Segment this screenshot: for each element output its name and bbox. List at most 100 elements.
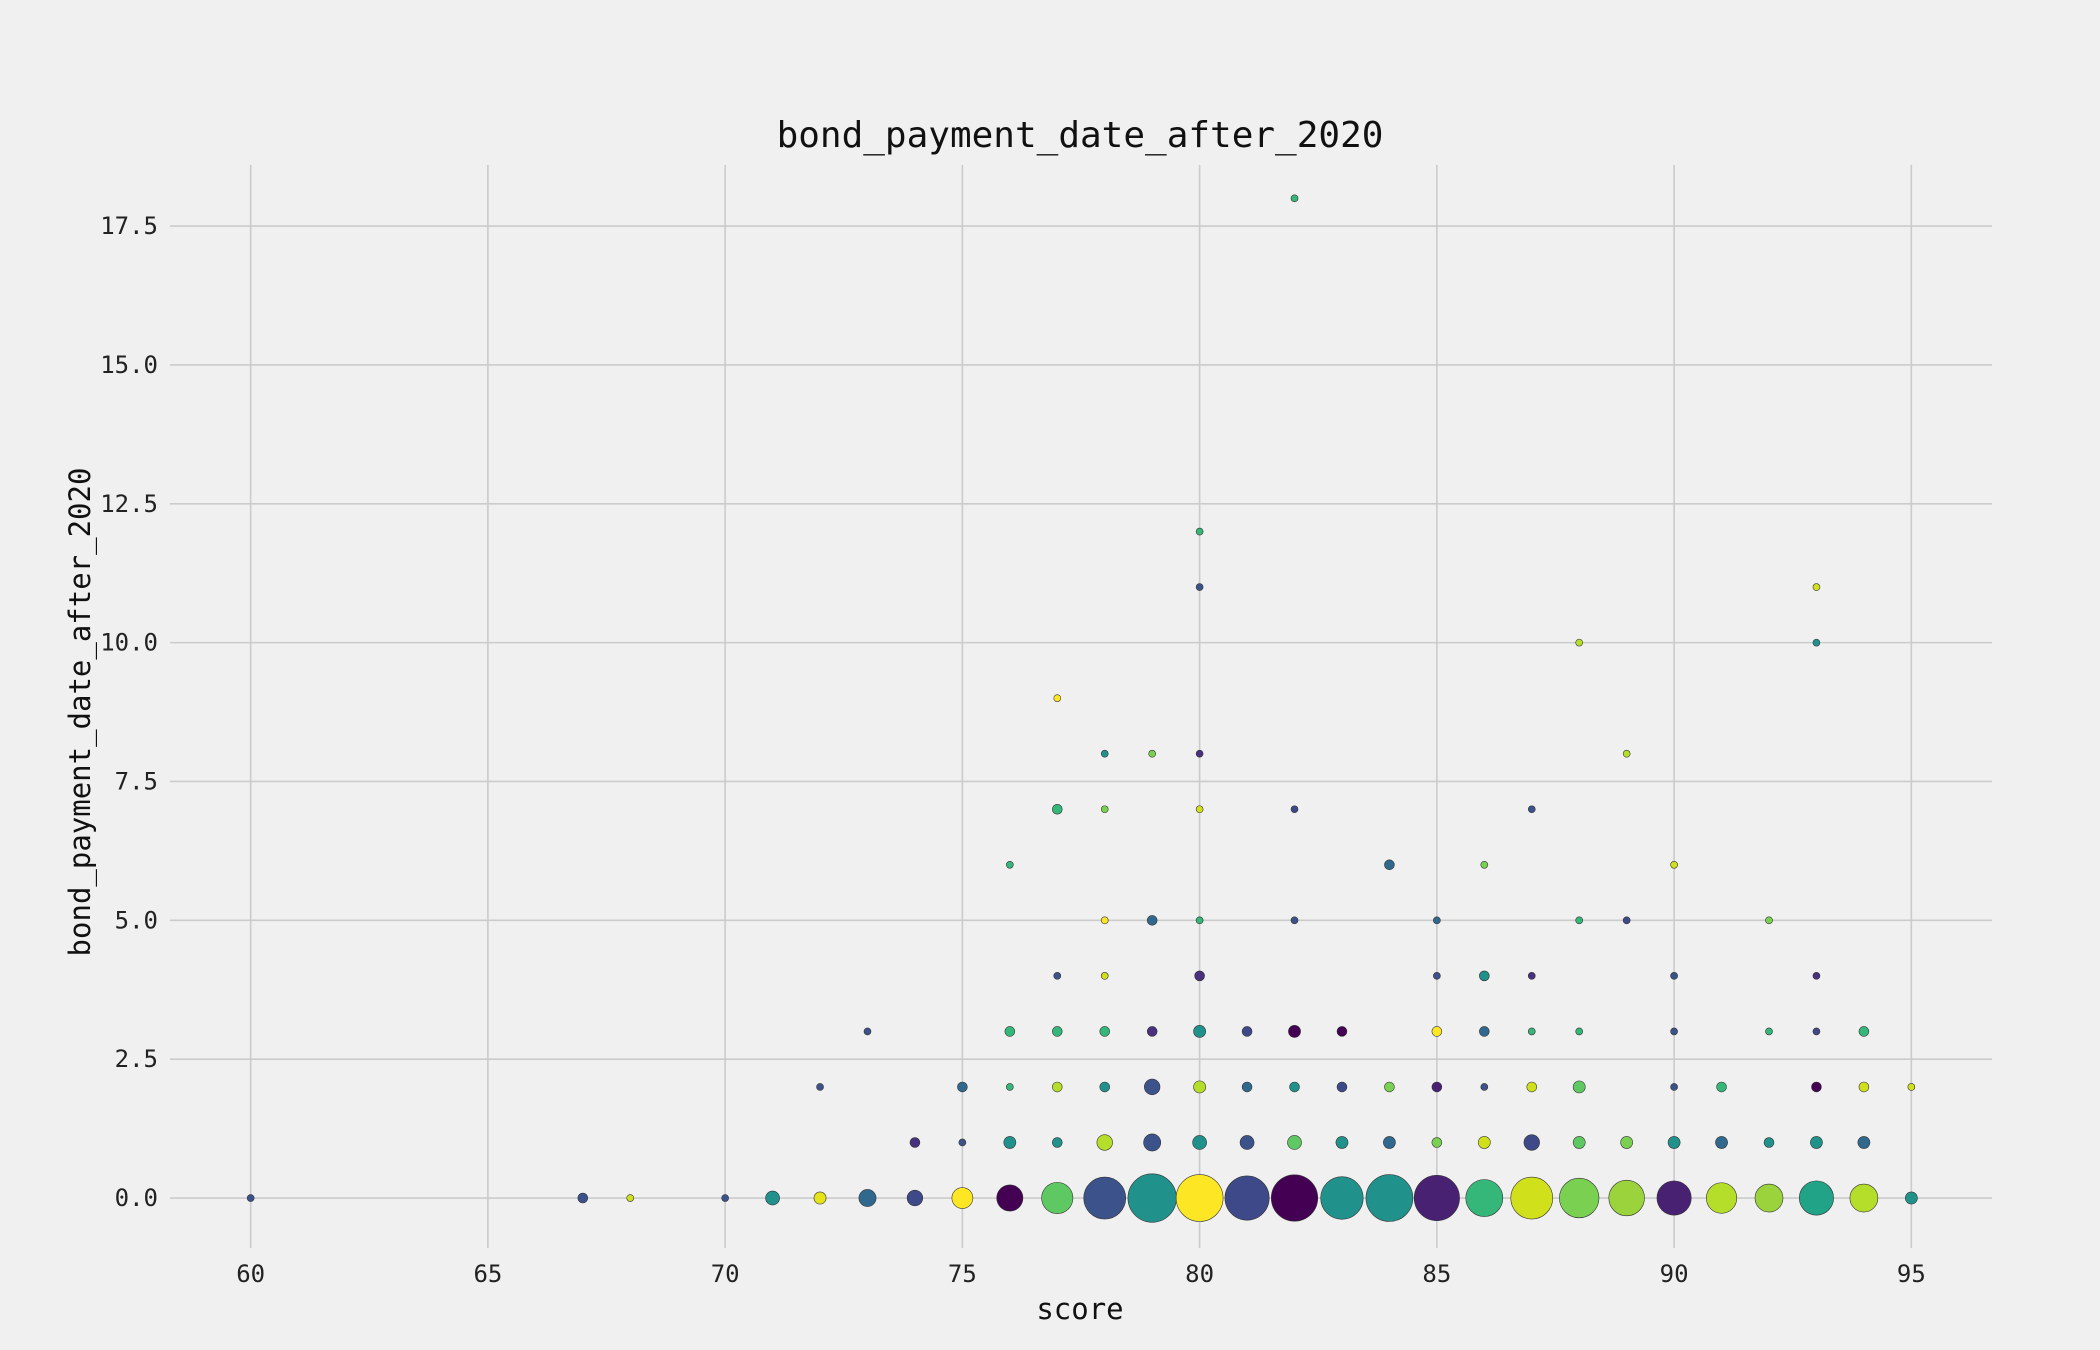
- data-point: [1289, 1081, 1300, 1093]
- data-point: [1527, 972, 1536, 980]
- data-point: [246, 1194, 255, 1202]
- data-point: [1763, 1137, 1775, 1148]
- data-point: [957, 1081, 968, 1093]
- data-point: [1148, 749, 1156, 758]
- data-point: [1100, 805, 1109, 814]
- data-point: [1224, 1175, 1270, 1221]
- data-point: [906, 1189, 924, 1207]
- data-point: [1195, 805, 1204, 814]
- data-point: [958, 1138, 967, 1147]
- data-point: [1006, 1083, 1014, 1091]
- data-point: [1526, 1081, 1538, 1093]
- data-point: [1527, 805, 1536, 814]
- data-point: [1810, 1136, 1823, 1149]
- data-point: [1241, 1081, 1253, 1093]
- tick-labels: 60 65 70 75 80 85 90 95 0.0 2.5 5.0 7.5 10.0 12.5 15.0…: [100, 212, 1926, 1288]
- data-point: [1241, 1026, 1253, 1037]
- data-point: [1622, 749, 1631, 758]
- data-point: [813, 1191, 827, 1205]
- data-point: [1670, 972, 1678, 980]
- data-point: [1465, 1179, 1504, 1217]
- data-point: [1575, 638, 1584, 647]
- data-point: [1705, 1182, 1738, 1214]
- y-tick-label: 15.0: [100, 351, 158, 379]
- data-point: [1083, 1176, 1127, 1220]
- data-point: [1433, 916, 1441, 925]
- data-point: [1716, 1081, 1727, 1093]
- data-point: [1812, 583, 1821, 591]
- data-point: [909, 1137, 921, 1148]
- x-tick-label: 95: [1897, 1260, 1926, 1288]
- data-point: [1195, 527, 1204, 536]
- data-point: [1100, 749, 1109, 758]
- data-point: [1479, 970, 1490, 982]
- data-point: [1559, 1177, 1600, 1219]
- data-point: [858, 1189, 877, 1207]
- data-point: [1052, 1026, 1063, 1037]
- y-tick-label: 7.5: [115, 767, 158, 795]
- data-point: [1670, 1083, 1678, 1091]
- y-tick-label: 2.5: [115, 1045, 158, 1073]
- data-point: [1656, 1180, 1692, 1216]
- data-point: [1320, 1176, 1364, 1220]
- data-point: [1287, 1135, 1302, 1150]
- data-point: [1431, 1081, 1443, 1093]
- data-point: [1336, 1081, 1348, 1093]
- data-point: [1575, 1027, 1584, 1036]
- data-point: [1365, 1174, 1414, 1222]
- data-point: [1099, 1081, 1110, 1093]
- data-point: [1053, 972, 1062, 980]
- data-point: [1812, 972, 1821, 980]
- data-point: [1193, 1080, 1206, 1094]
- data-point: [1608, 1179, 1645, 1217]
- data-point: [1620, 1136, 1634, 1149]
- chart-title: bond_payment_date_after_2020: [777, 115, 1384, 156]
- data-point: [1904, 1191, 1918, 1205]
- data-point: [1622, 916, 1631, 925]
- data-point: [1383, 1136, 1396, 1149]
- y-tick-label: 10.0: [100, 629, 158, 657]
- data-point: [1336, 1026, 1348, 1037]
- data-point: [1144, 1078, 1161, 1096]
- data-point: [1527, 1027, 1536, 1036]
- data-point: [1192, 1135, 1207, 1150]
- data-point: [1433, 972, 1441, 980]
- data-point: [1715, 1136, 1728, 1149]
- data-point: [1290, 805, 1299, 814]
- data-point: [1053, 694, 1062, 702]
- data-point: [1575, 916, 1584, 925]
- data-point: [1479, 1026, 1490, 1037]
- data-point: [1572, 1080, 1586, 1094]
- data-point: [1477, 1136, 1491, 1149]
- data-point: [1004, 1026, 1016, 1037]
- y-tick-label: 0.0: [115, 1184, 158, 1212]
- data-point: [1812, 1027, 1821, 1036]
- data-point: [1523, 1134, 1540, 1151]
- data-point: [1413, 1175, 1460, 1221]
- y-tick-label: 5.0: [115, 906, 158, 934]
- x-tick-label: 65: [473, 1260, 502, 1288]
- data-point: [1146, 915, 1158, 926]
- data-point: [1195, 916, 1204, 925]
- data-point: [816, 1083, 824, 1091]
- data-point: [1175, 1174, 1224, 1222]
- data-point: [1100, 972, 1109, 980]
- data-point: [1670, 1027, 1678, 1036]
- data-point: [1096, 1134, 1113, 1151]
- data-point: [1239, 1135, 1255, 1150]
- y-axis-label: bond_payment_date_after_2020: [63, 468, 98, 957]
- data-point: [1670, 860, 1678, 869]
- data-point: [765, 1190, 780, 1206]
- data-point: [1480, 1083, 1489, 1091]
- data-point: [1052, 1137, 1063, 1148]
- data-point: [1006, 860, 1014, 869]
- data-point: [1003, 1136, 1017, 1149]
- y-tick-label: 17.5: [100, 212, 158, 240]
- data-point: [1099, 1026, 1110, 1037]
- data-point: [1195, 583, 1204, 591]
- data-points: [246, 194, 1918, 1223]
- y-tick-label: 12.5: [100, 490, 158, 518]
- data-point: [1384, 1081, 1395, 1093]
